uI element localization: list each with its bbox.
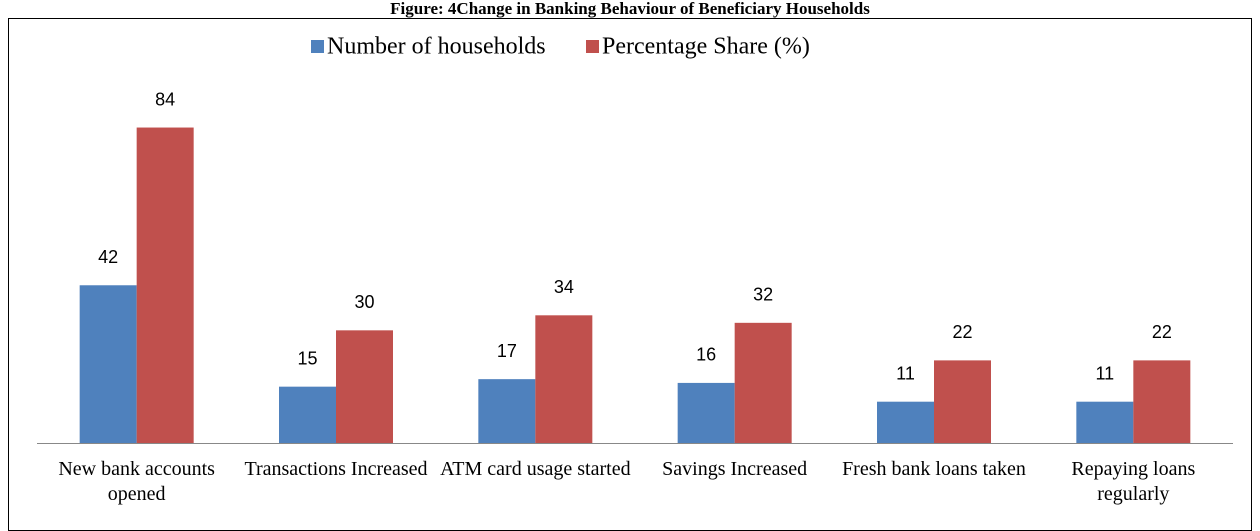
x-tick-label: Savings Increased <box>662 458 808 480</box>
legend-swatch <box>586 40 599 53</box>
x-tick-label: Transactions Increased <box>244 458 428 480</box>
data-label: 11 <box>1095 363 1114 383</box>
x-tick-label: New bank accounts opened <box>58 458 215 505</box>
legend-label: Percentage Share (%) <box>602 34 810 60</box>
x-tick-label: Fresh bank loans taken <box>842 458 1026 480</box>
bar <box>934 360 991 443</box>
bar <box>535 315 593 443</box>
data-label: 15 <box>297 348 317 368</box>
bar <box>136 127 194 444</box>
chart-border <box>8 18 1252 531</box>
bar <box>79 285 137 443</box>
bar <box>1133 360 1191 443</box>
bar <box>677 382 735 443</box>
data-label: 84 <box>155 89 175 109</box>
data-label: 22 <box>1152 322 1172 342</box>
data-label: 16 <box>696 345 716 365</box>
data-label: 17 <box>497 341 517 361</box>
data-label: 30 <box>354 292 374 312</box>
legend-label: Number of households <box>327 34 546 60</box>
bar <box>279 386 336 443</box>
chart-title: Figure: 4Change in Banking Behaviour of … <box>390 0 870 18</box>
x-tick-label: Repaying loans regularly <box>1071 458 1196 505</box>
bar <box>877 401 934 443</box>
bar <box>734 322 792 443</box>
bar <box>336 330 393 443</box>
legend-swatch <box>311 40 324 53</box>
bar <box>478 379 536 443</box>
data-label: 11 <box>896 363 915 383</box>
data-label: 32 <box>753 285 773 305</box>
data-label: 22 <box>952 322 972 342</box>
data-label: 34 <box>554 277 574 297</box>
bar <box>1076 401 1134 443</box>
data-label: 42 <box>98 247 118 267</box>
x-tick-label: ATM card usage started <box>440 458 631 480</box>
